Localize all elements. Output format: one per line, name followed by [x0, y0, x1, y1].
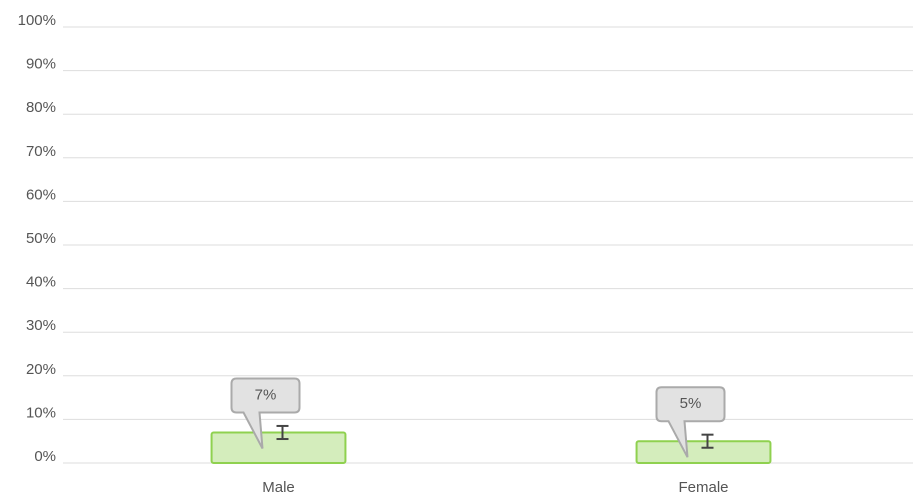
value-label: 7%: [255, 386, 277, 403]
x-tick-label: Male: [262, 479, 295, 496]
y-tick-label: 40%: [26, 274, 56, 291]
callout: [230, 377, 301, 449]
x-tick-label: Female: [678, 479, 728, 496]
y-tick-label: 0%: [34, 448, 56, 465]
y-tick-label: 100%: [18, 12, 56, 29]
callout: [655, 386, 726, 458]
y-tick-label: 60%: [26, 186, 56, 203]
y-tick-label: 10%: [26, 404, 56, 421]
bar: [635, 440, 772, 465]
y-tick-label: 70%: [26, 143, 56, 160]
error-bar: [276, 424, 289, 441]
value-label: 5%: [680, 395, 702, 412]
y-tick-label: 50%: [26, 230, 56, 247]
error-bar: [701, 433, 714, 449]
y-tick-label: 30%: [26, 317, 56, 334]
y-tick-label: 20%: [26, 361, 56, 378]
bar: [210, 431, 347, 465]
y-tick-label: 90%: [26, 56, 56, 73]
y-tick-label: 80%: [26, 99, 56, 116]
